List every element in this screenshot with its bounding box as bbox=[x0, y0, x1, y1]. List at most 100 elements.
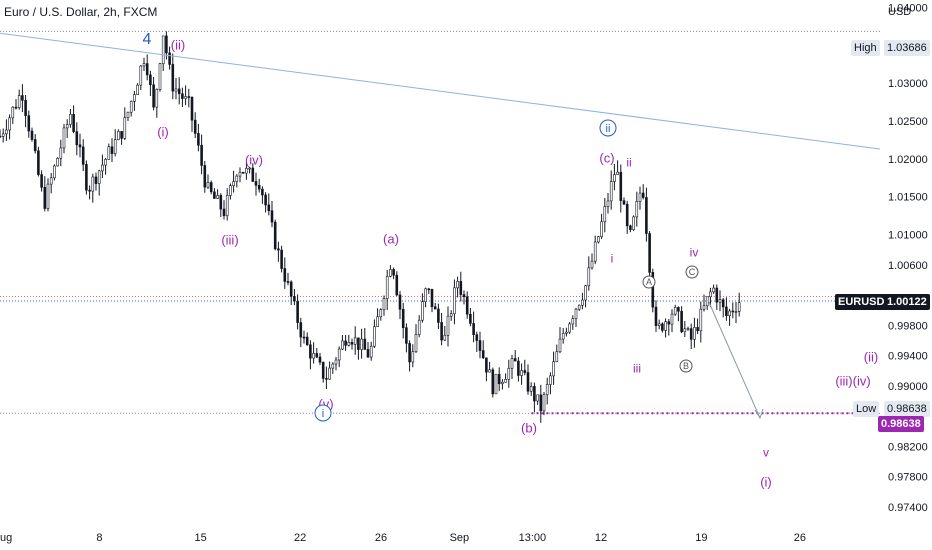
candle-body bbox=[8, 117, 11, 131]
candle-body bbox=[593, 241, 597, 262]
candle-body bbox=[302, 336, 306, 339]
x-tick-label: 15 bbox=[195, 532, 207, 544]
wave-label: (b) bbox=[521, 421, 537, 436]
candle-body bbox=[209, 182, 213, 193]
candle-body bbox=[667, 321, 671, 325]
candle-body bbox=[104, 159, 107, 166]
candle-body bbox=[155, 89, 159, 108]
candle-body bbox=[353, 337, 357, 345]
candle-body bbox=[728, 310, 731, 316]
candle-body bbox=[558, 338, 562, 353]
candle-body bbox=[446, 315, 450, 336]
candle-body bbox=[299, 322, 303, 338]
x-tick-label: 13:00 bbox=[519, 532, 547, 544]
high-tag-value: 1.03686 bbox=[884, 40, 930, 56]
candle-body bbox=[360, 338, 363, 350]
candle-body bbox=[133, 94, 136, 102]
candle-body bbox=[213, 191, 216, 199]
y-tick-label: 0.97400 bbox=[888, 502, 928, 514]
candle-body bbox=[523, 370, 527, 373]
candle-body bbox=[187, 96, 191, 98]
candle-body bbox=[481, 350, 485, 359]
candle-body bbox=[85, 164, 88, 191]
candle-body bbox=[424, 288, 427, 303]
candle-body bbox=[712, 287, 715, 293]
candle-body bbox=[341, 340, 344, 350]
candle-body bbox=[17, 95, 21, 108]
x-tick-label: 22 bbox=[294, 532, 306, 544]
candle-body bbox=[222, 208, 226, 217]
candle-body bbox=[328, 367, 331, 380]
candle-body bbox=[37, 150, 40, 175]
wave-label: B bbox=[683, 361, 689, 371]
candle-body bbox=[571, 318, 575, 325]
wave-label: ii bbox=[626, 155, 631, 169]
candle-body bbox=[632, 216, 635, 230]
wave-label-circle bbox=[599, 119, 617, 137]
candle-body bbox=[219, 195, 223, 210]
candle-body bbox=[507, 367, 511, 380]
x-tick-label: 19 bbox=[695, 532, 707, 544]
candle-body bbox=[529, 386, 533, 392]
symbol-tag: EURUSD bbox=[835, 294, 888, 310]
current-price-tag: 1.00122 bbox=[884, 294, 930, 310]
y-tick-label: 1.01500 bbox=[888, 192, 928, 204]
candle-body bbox=[315, 353, 319, 358]
candle-body bbox=[603, 206, 607, 223]
low-price-marker: 0.98638 bbox=[878, 416, 924, 432]
candle-body bbox=[417, 319, 421, 335]
candle-body bbox=[145, 63, 149, 76]
candle-body bbox=[590, 260, 594, 269]
candle-body bbox=[555, 351, 559, 363]
x-tick-label: ug bbox=[0, 532, 12, 544]
candle-body bbox=[369, 345, 373, 358]
candle-body bbox=[693, 327, 696, 340]
candle-body bbox=[385, 276, 389, 299]
wave-label: iii bbox=[633, 361, 641, 375]
candle-body bbox=[472, 323, 475, 335]
wave-label: (iii) bbox=[221, 233, 238, 248]
price-axis: USD1.040001.035001.030001.025001.020001.… bbox=[888, 3, 928, 514]
candle-body bbox=[152, 84, 155, 108]
candle-body bbox=[251, 167, 255, 182]
projection-arrow bbox=[707, 299, 764, 420]
candle-body bbox=[539, 394, 543, 412]
candle-body bbox=[181, 93, 184, 99]
candle-body bbox=[91, 176, 95, 192]
candle-body bbox=[552, 361, 555, 377]
candle-body bbox=[318, 356, 322, 363]
wave-label: C bbox=[689, 267, 696, 277]
candle-body bbox=[625, 203, 629, 227]
currency-label: USD bbox=[888, 6, 911, 18]
candle-body bbox=[280, 249, 283, 269]
wave-label: A bbox=[646, 277, 652, 287]
candle-body bbox=[613, 174, 616, 182]
candle-body bbox=[161, 35, 165, 64]
wave-label: 4 bbox=[143, 31, 152, 48]
candle-body bbox=[638, 192, 642, 202]
candle-body bbox=[229, 185, 232, 196]
candle-body bbox=[513, 358, 517, 362]
candle-body bbox=[248, 167, 251, 170]
candle-body bbox=[737, 302, 741, 312]
trendline-layer bbox=[0, 32, 881, 150]
candle-body bbox=[641, 192, 645, 198]
candle-body bbox=[504, 379, 507, 383]
candle-body bbox=[337, 348, 341, 361]
candle-body bbox=[606, 200, 610, 207]
candle-body bbox=[401, 308, 405, 328]
y-tick-label: 0.99400 bbox=[888, 351, 928, 363]
candle-body bbox=[382, 298, 386, 311]
candles bbox=[0, 31, 741, 423]
candle-body bbox=[139, 65, 143, 86]
candle-body bbox=[238, 171, 242, 177]
candle-body bbox=[568, 323, 571, 333]
candle-body bbox=[533, 386, 536, 402]
candle-body bbox=[629, 225, 632, 230]
candle-body bbox=[609, 181, 613, 202]
candle-body bbox=[414, 334, 418, 353]
candle-body bbox=[683, 328, 687, 333]
x-tick-label: Sep bbox=[450, 532, 470, 544]
